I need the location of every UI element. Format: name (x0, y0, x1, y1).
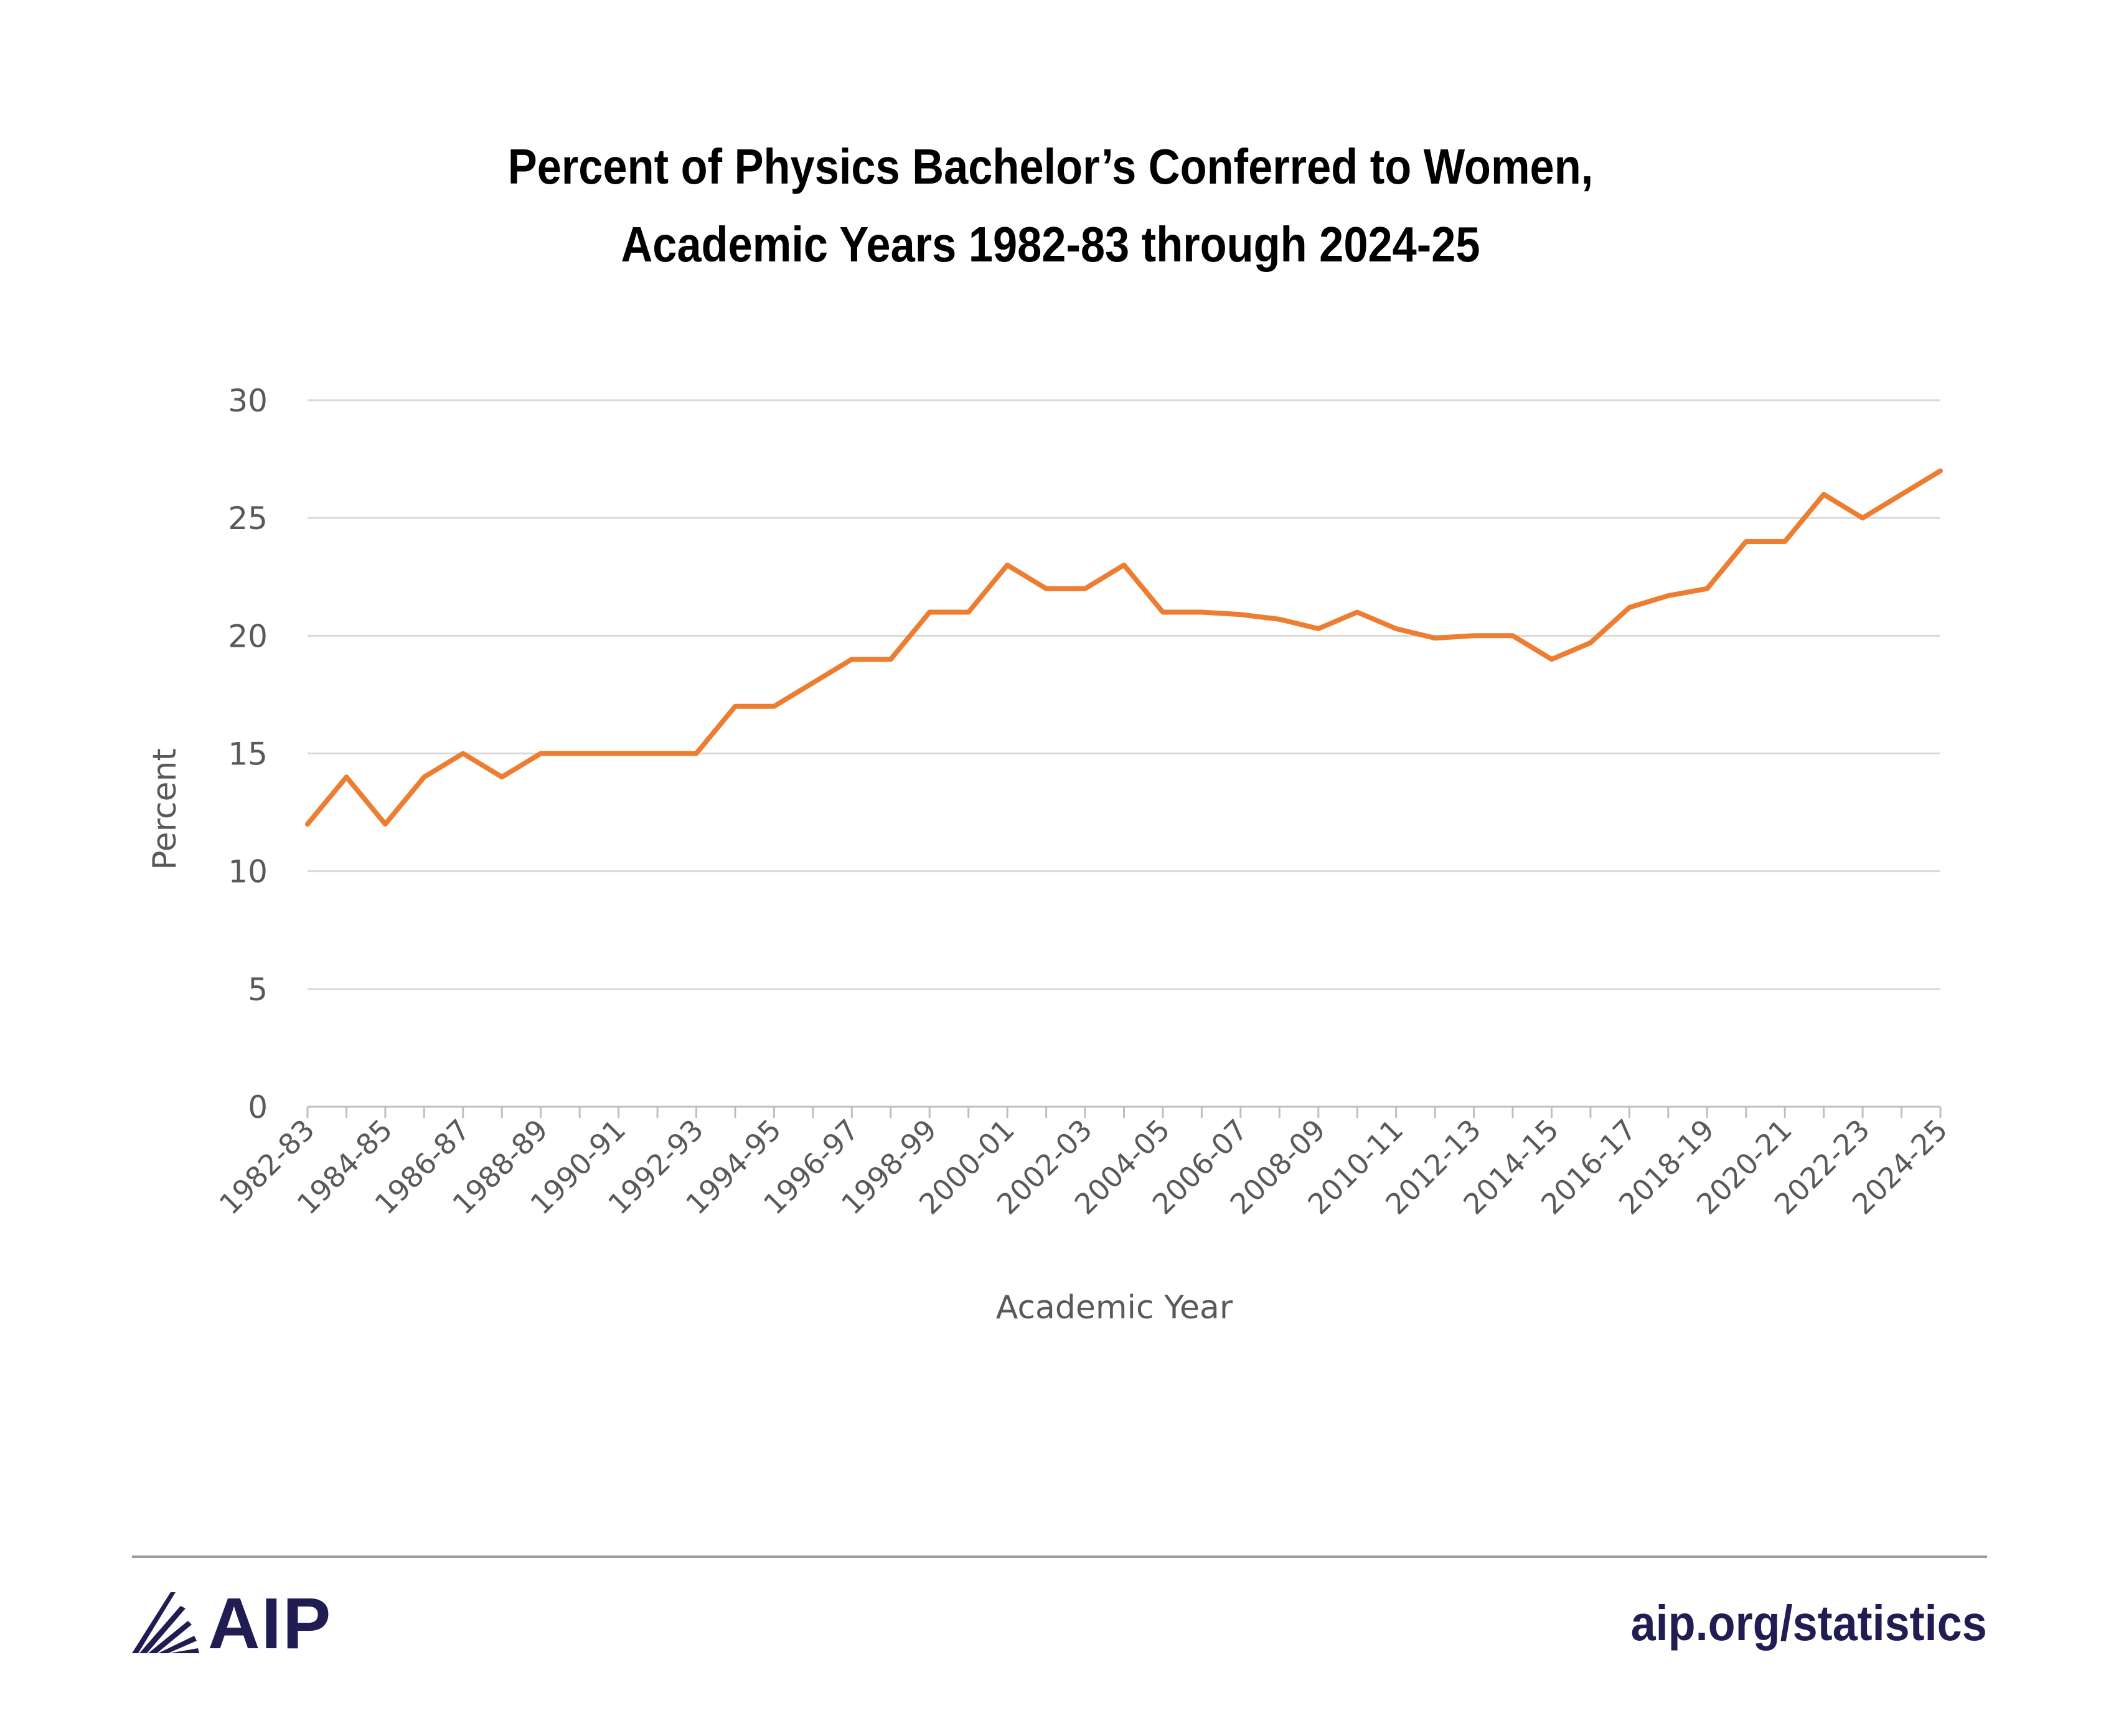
data-point (654, 751, 660, 757)
data-point (848, 656, 855, 662)
data-point (1198, 609, 1205, 616)
data-point (1626, 604, 1632, 611)
data-point (1899, 491, 1905, 497)
data-point (1082, 586, 1088, 592)
data-point (966, 609, 972, 616)
y-tick-label: 25 (228, 500, 268, 537)
data-point (1587, 640, 1594, 646)
data-point (616, 751, 622, 757)
data-point (1276, 616, 1282, 622)
y-tick-label: 10 (228, 854, 268, 890)
aip-logo: AIP (132, 1586, 356, 1661)
y-tick-label: 0 (248, 1089, 268, 1125)
data-point (1160, 609, 1166, 616)
series-line (305, 468, 1943, 827)
data-point (888, 656, 894, 662)
data-point (810, 680, 816, 686)
gridlines (308, 399, 1940, 990)
x-axis-title: Academic Year (996, 1289, 1233, 1326)
data-point (1937, 468, 1944, 474)
data-point (499, 774, 505, 780)
x-axis-tick-labels: 1982-831984-851986-871988-891990-911992-… (213, 1113, 1954, 1221)
chart-title: Percent of Physics Bachelor’s Conferred … (126, 128, 1975, 283)
data-point (1315, 626, 1322, 632)
x-axis (306, 1105, 1942, 1118)
chart-title-line-1: Percent of Physics Bachelor’s Conferred … (507, 139, 1594, 194)
footer-divider (132, 1555, 1987, 1558)
data-point (732, 703, 738, 710)
data-point (576, 751, 583, 757)
data-point (1043, 586, 1050, 592)
data-point (1354, 609, 1360, 616)
data-point (1004, 562, 1010, 568)
data-point (1548, 656, 1554, 662)
data-point (693, 751, 700, 757)
data-point (304, 821, 311, 827)
line-chart: 0 5 10 15 20 25 30 1982-831984-851986-871988-8… (146, 383, 1954, 1326)
data-point (343, 774, 349, 780)
y-tick-label: 20 (228, 618, 268, 654)
chart-title-line-2: Academic Years 1982-83 through 2024-25 (621, 217, 1480, 272)
data-point (1782, 538, 1788, 545)
y-axis-title: Percent (146, 748, 184, 870)
data-point (771, 703, 777, 710)
aip-logo-mark-icon (132, 1592, 199, 1653)
data-point (1743, 538, 1749, 545)
data-point (1393, 626, 1399, 632)
data-point (926, 609, 933, 616)
y-tick-label: 30 (228, 383, 268, 419)
y-tick-label: 15 (228, 736, 268, 772)
data-point (1121, 562, 1127, 568)
y-axis-tick-labels: 0 5 10 15 20 25 30 (228, 383, 268, 1125)
data-point (1859, 515, 1866, 521)
footer-url: aip.org/statistics (1630, 1595, 1987, 1651)
data-point (1510, 632, 1516, 639)
aip-logo-text: AIP (208, 1583, 332, 1664)
data-point (1238, 611, 1244, 617)
data-point (1471, 632, 1477, 639)
data-point (382, 821, 388, 827)
data-point (1665, 593, 1671, 599)
data-point (1704, 586, 1710, 592)
data-point (538, 751, 544, 757)
data-point (1432, 635, 1438, 641)
data-point (421, 774, 427, 780)
y-tick-label: 5 (248, 972, 268, 1008)
data-point (460, 751, 466, 757)
data-point (1821, 491, 1827, 497)
series-group (304, 468, 1944, 827)
